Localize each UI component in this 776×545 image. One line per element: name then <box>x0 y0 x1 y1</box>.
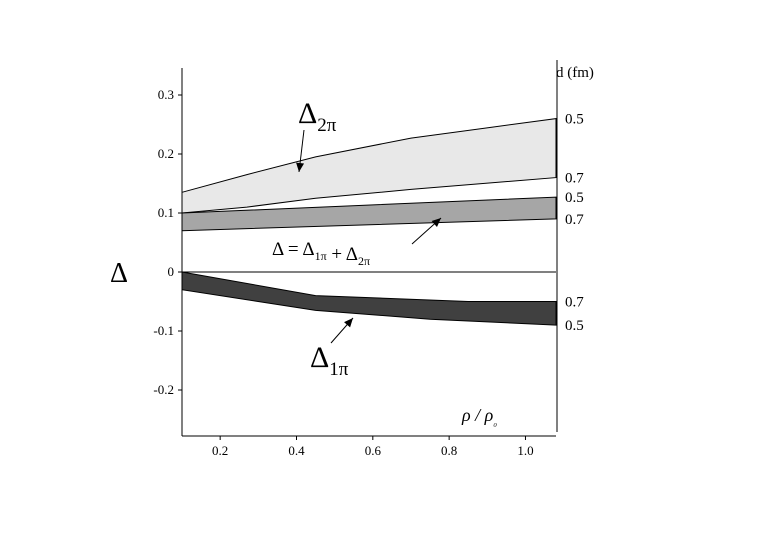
band-delta-total <box>181 196 557 232</box>
d-label-2pi-upper: 0.5 <box>565 112 584 128</box>
arrow-delta-2pi-head <box>296 162 305 172</box>
d-label-total-upper: 0.5 <box>565 190 584 206</box>
y-tick-label: 0 <box>168 264 175 279</box>
right-axis-title: d (fm) <box>556 65 594 81</box>
arrow-delta-1pi-head <box>344 318 353 328</box>
y-tick-label: 0.1 <box>158 205 174 220</box>
x-tick-label: 0.8 <box>441 443 457 458</box>
x-tick-label: 0.2 <box>212 443 228 458</box>
label-delta-2pi: Δ2π <box>298 97 337 136</box>
label-delta-total: Δ = Δ1π + Δ2π <box>272 239 370 268</box>
x-axis-label: ρ / ρ₀ <box>461 405 497 428</box>
band-delta-1pi <box>181 271 557 326</box>
d-label-1pi-upper: 0.7 <box>565 295 584 311</box>
x-tick-label: 1.0 <box>517 443 533 458</box>
y-tick-label: -0.1 <box>153 323 174 338</box>
x-tick-label: 0.6 <box>365 443 382 458</box>
y-tick-label: 0.2 <box>158 146 174 161</box>
arrow-delta-total-head <box>431 218 441 227</box>
d-label-2pi-lower: 0.7 <box>565 171 584 187</box>
d-label-1pi-lower: 0.5 <box>565 318 584 334</box>
d-label-total-lower: 0.7 <box>565 212 584 228</box>
y-tick-label: -0.2 <box>153 382 174 397</box>
band-delta-2pi <box>181 118 557 214</box>
y-axis-label: Δ <box>110 258 128 289</box>
x-tick-label: 0.4 <box>288 443 305 458</box>
y-tick-label: 0.3 <box>158 87 174 102</box>
label-delta-1pi: Δ1π <box>310 341 349 380</box>
